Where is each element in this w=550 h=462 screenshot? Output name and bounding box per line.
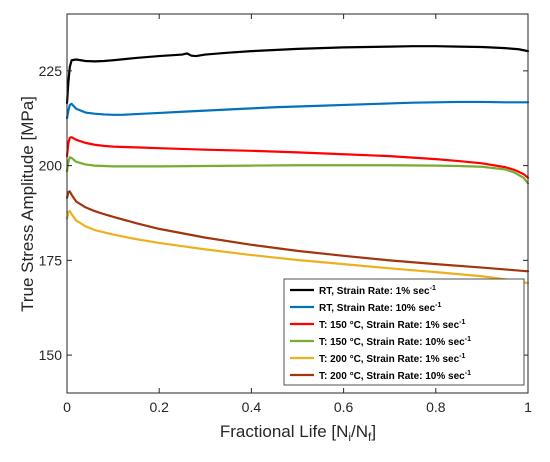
legend-label-6: T: 200 °C, Strain Rate: 10% sec-1 bbox=[319, 370, 471, 382]
legend-label-5: T: 200 °C, Strain Rate: 1% sec-1 bbox=[319, 353, 466, 365]
x-tick-label: 0 bbox=[63, 399, 71, 415]
legend-label-main: RT, Strain Rate: 10% sec bbox=[319, 303, 436, 314]
legend-label-superscript: -1 bbox=[435, 302, 441, 309]
x-tick-label: 0.8 bbox=[426, 399, 446, 415]
legend-label-main: T: 150 °C, Strain Rate: 10% sec bbox=[319, 337, 465, 348]
series-layer bbox=[65, 45, 530, 285]
tick-layer: 0 0.2 0.4 0.6 0.8 1 150 175 200 225 bbox=[39, 14, 532, 415]
legend-label-superscript: -1 bbox=[430, 285, 436, 292]
legend-label-4: T: 150 °C, Strain Rate: 10% sec-1 bbox=[319, 336, 471, 348]
x-tick-label: 0.2 bbox=[149, 399, 169, 415]
series-line-3 bbox=[65, 136, 530, 179]
y-tick-label: 150 bbox=[39, 347, 63, 363]
legend-label-superscript: -1 bbox=[465, 370, 471, 377]
legend-label-main: RT, Strain Rate: 1% sec bbox=[319, 286, 430, 297]
legend-label-2: RT, Strain Rate: 10% sec-1 bbox=[319, 302, 442, 314]
series-line-1 bbox=[65, 45, 530, 105]
legend-label-main: T: 200 °C, Strain Rate: 1% sec bbox=[319, 354, 460, 365]
series-line-6 bbox=[65, 190, 530, 273]
legend-label-3: T: 150 °C, Strain Rate: 1% sec-1 bbox=[319, 319, 466, 331]
x-axis-title-slash: /N bbox=[351, 422, 368, 441]
series-line-5 bbox=[65, 209, 530, 285]
legend-items: RT, Strain Rate: 1% sec-1RT, Strain Rate… bbox=[290, 285, 471, 382]
x-axis-title-base: Fractional Life [N bbox=[220, 422, 349, 441]
y-axis-title: True Stress Amplitude [MPa] bbox=[18, 96, 37, 312]
legend-label-superscript: -1 bbox=[465, 336, 471, 343]
legend-label-main: T: 200 °C, Strain Rate: 10% sec bbox=[319, 371, 465, 382]
x-tick-label: 0.6 bbox=[334, 399, 354, 415]
legend: RT, Strain Rate: 1% sec-1RT, Strain Rate… bbox=[283, 278, 525, 386]
series-line-4 bbox=[65, 156, 530, 185]
x-axis-title-sub-f: f bbox=[368, 430, 372, 444]
y-tick-label: 175 bbox=[39, 252, 63, 268]
y-tick-label: 200 bbox=[39, 158, 63, 174]
legend-label-superscript: -1 bbox=[459, 353, 465, 360]
x-axis-title: Fractional Life [Ni/Nf] bbox=[220, 422, 376, 444]
y-tick-label: 225 bbox=[39, 63, 63, 79]
legend-label-superscript: -1 bbox=[459, 319, 465, 326]
x-axis-title-sub-i: i bbox=[348, 430, 351, 444]
series-line-2 bbox=[65, 100, 530, 120]
legend-label-1: RT, Strain Rate: 1% sec-1 bbox=[319, 285, 436, 297]
legend-label-main: T: 150 °C, Strain Rate: 1% sec bbox=[319, 320, 460, 331]
x-axis-title-end: ] bbox=[371, 422, 376, 441]
x-tick-label: 0.4 bbox=[242, 399, 262, 415]
legend-box bbox=[283, 278, 525, 386]
x-tick-label: 1 bbox=[524, 399, 532, 415]
plot-frame bbox=[66, 13, 529, 394]
